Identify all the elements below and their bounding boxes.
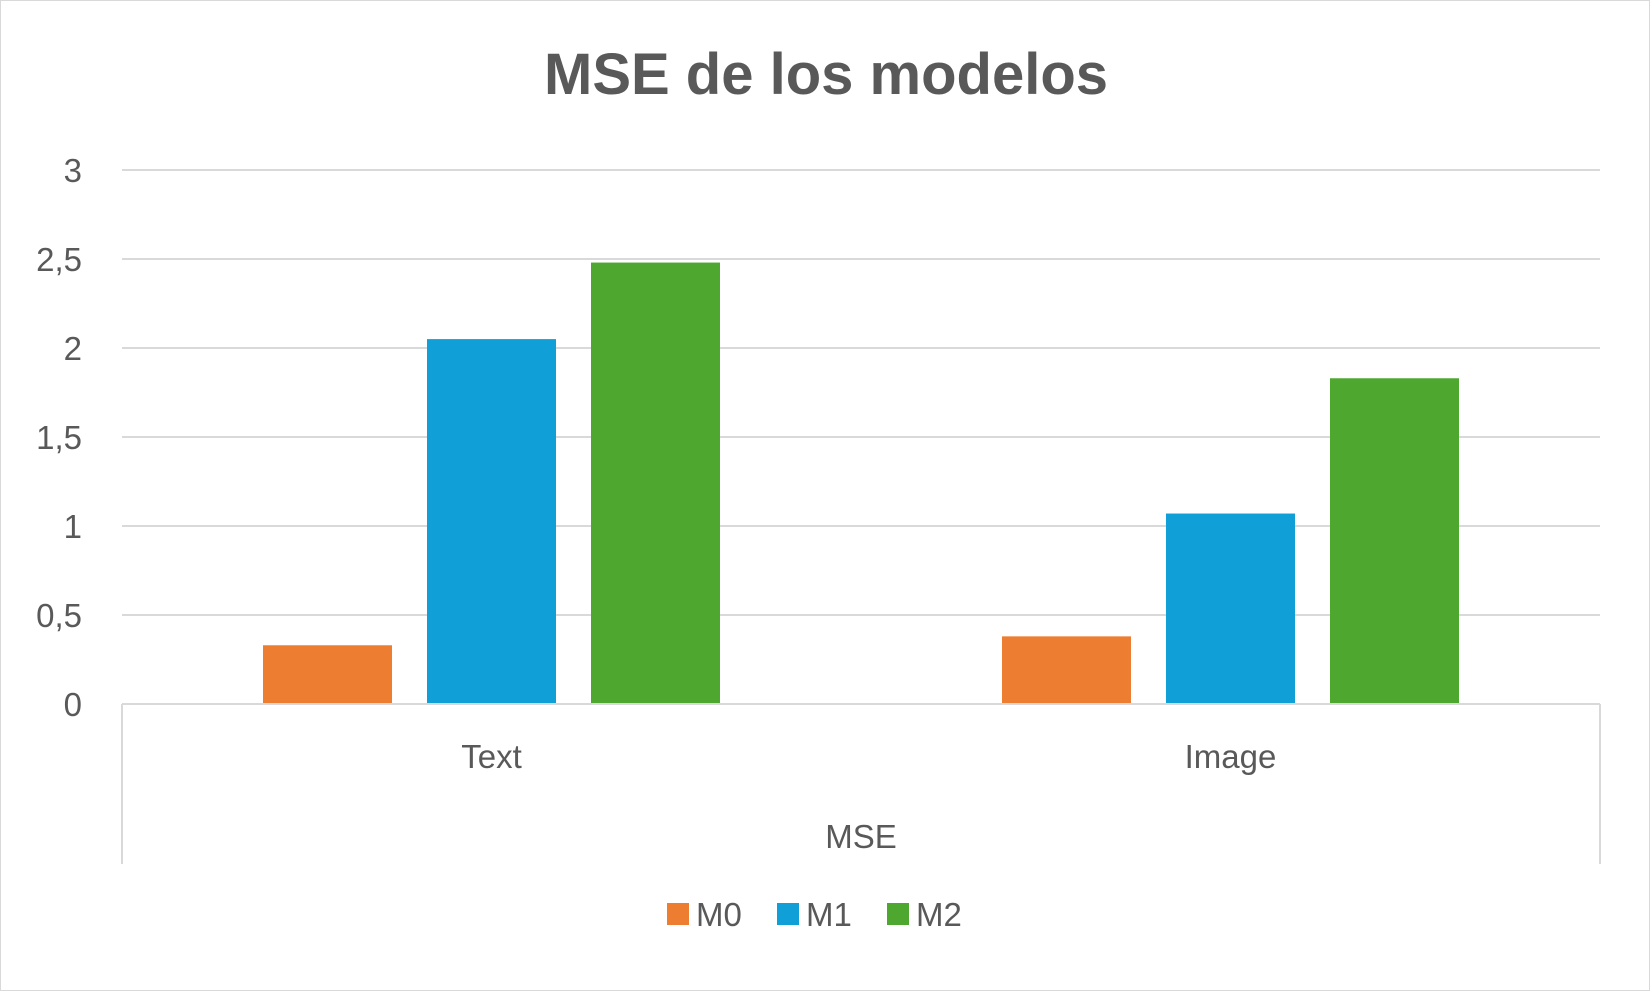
- bar-m1-text: [427, 339, 556, 704]
- y-tick-label: 0: [64, 686, 82, 723]
- legend-label-m0: M0: [696, 896, 742, 933]
- x-group-label: MSE: [825, 818, 897, 855]
- y-tick-label: 2,5: [36, 241, 82, 278]
- bar-m0-image: [1002, 636, 1131, 704]
- bar-m2-text: [591, 262, 720, 704]
- bar-m0-text: [263, 645, 392, 704]
- x-axis: Text Image MSE: [121, 703, 1601, 864]
- y-tick-label: 2: [64, 330, 82, 367]
- chart-title: MSE de los modelos: [544, 42, 1108, 107]
- y-tick-label: 3: [64, 152, 82, 189]
- x-category-label: Image: [1185, 738, 1277, 775]
- x-category-label: Text: [461, 738, 522, 775]
- y-tick-label: 1,5: [36, 419, 82, 456]
- y-tick-label: 0,5: [36, 597, 82, 634]
- legend-swatch-m1: [777, 903, 799, 925]
- y-tick-label: 1: [64, 508, 82, 545]
- legend-label-m2: M2: [916, 896, 962, 933]
- bar-m2-image: [1330, 378, 1459, 704]
- legend-label-m1: M1: [806, 896, 852, 933]
- legend-swatch-m2: [887, 903, 909, 925]
- bar-m1-image: [1166, 513, 1295, 704]
- y-axis-ticks: 0 0,5 1 1,5 2 2,5 3: [36, 152, 82, 723]
- legend: M0 M1 M2: [667, 896, 962, 933]
- legend-swatch-m0: [667, 903, 689, 925]
- bars: [263, 262, 1459, 704]
